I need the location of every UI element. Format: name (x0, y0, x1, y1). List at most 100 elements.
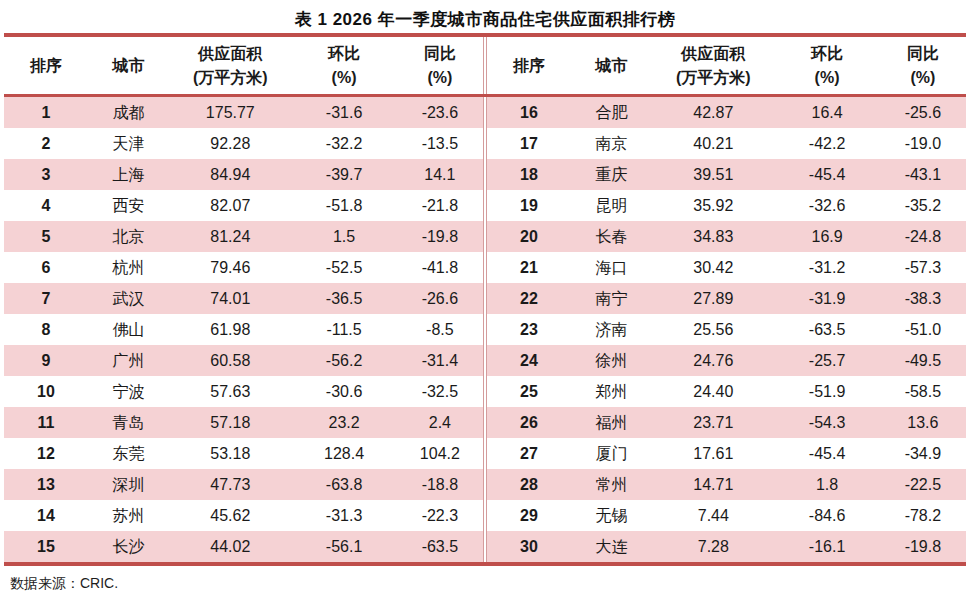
table-row: 22南宁27.89-31.9-38.3 (487, 283, 966, 314)
mom-cell: -32.6 (774, 190, 879, 221)
rank-cell: 29 (487, 500, 571, 531)
supply-cell: 14.71 (652, 469, 774, 500)
supply-cell: 7.28 (652, 531, 774, 562)
rank-cell: 30 (487, 531, 571, 562)
table-title: 表 1 2026 年一季度城市商品住宅供应面积排行榜 (0, 0, 970, 33)
rank-cell: 1 (4, 97, 88, 128)
city-cell: 佛山 (88, 314, 169, 345)
mom-cell: -25.7 (774, 345, 879, 376)
table-row: 19昆明35.92-32.6-35.2 (487, 190, 966, 221)
column-header-unit: (%) (427, 66, 452, 90)
yoy-cell: -34.9 (880, 438, 966, 469)
supply-cell: 34.83 (652, 221, 774, 252)
supply-cell: 42.87 (652, 97, 774, 128)
supply-cell: 47.73 (169, 469, 291, 500)
mom-cell: 128.4 (291, 438, 396, 469)
city-cell: 天津 (88, 128, 169, 159)
city-cell: 南宁 (571, 283, 652, 314)
supply-cell: 57.63 (169, 376, 291, 407)
column-header-unit: (%) (332, 66, 357, 90)
rank-cell: 20 (487, 221, 571, 252)
column-header-label: 排序 (513, 54, 545, 78)
city-cell: 青岛 (88, 407, 169, 438)
yoy-cell: -19.8 (397, 221, 483, 252)
yoy-cell: -51.0 (880, 314, 966, 345)
table-row: 13深圳47.73-63.8-18.8 (4, 469, 483, 500)
rank-cell: 13 (4, 469, 88, 500)
yoy-cell: -21.8 (397, 190, 483, 221)
yoy-cell: -32.5 (397, 376, 483, 407)
supply-cell: 45.62 (169, 500, 291, 531)
city-cell: 长春 (571, 221, 652, 252)
table-row: 8佛山61.98-11.5-8.5 (4, 314, 483, 345)
rank-cell: 4 (4, 190, 88, 221)
rank-cell: 25 (487, 376, 571, 407)
city-cell: 无锡 (571, 500, 652, 531)
rank-cell: 17 (487, 128, 571, 159)
supply-cell: 74.01 (169, 283, 291, 314)
table-header: 排序 城市 供应面积(万平方米) 环比(%) 同比(%) 排序 城市 供应面积(… (4, 37, 966, 94)
city-cell: 徐州 (571, 345, 652, 376)
column-header-rank: 排序 (487, 37, 571, 94)
yoy-cell: -49.5 (880, 345, 966, 376)
supply-cell: 53.18 (169, 438, 291, 469)
yoy-cell: -38.3 (880, 283, 966, 314)
mom-cell: -39.7 (291, 159, 396, 190)
column-header-mom: 环比(%) (774, 37, 879, 94)
rank-cell: 22 (487, 283, 571, 314)
column-header-rank: 排序 (4, 37, 88, 94)
rank-cell: 12 (4, 438, 88, 469)
table-body-left: 1成都175.77-31.6-23.62天津92.28-32.2-13.53上海… (4, 97, 484, 562)
table-row: 26福州23.71-54.313.6 (487, 407, 966, 438)
rank-cell: 5 (4, 221, 88, 252)
table-row: 21海口30.42-31.2-57.3 (487, 252, 966, 283)
yoy-cell: 14.1 (397, 159, 483, 190)
mom-cell: 16.4 (774, 97, 879, 128)
city-cell: 苏州 (88, 500, 169, 531)
city-cell: 重庆 (571, 159, 652, 190)
mom-cell: -56.2 (291, 345, 396, 376)
yoy-cell: -18.8 (397, 469, 483, 500)
mom-cell: -11.5 (291, 314, 396, 345)
rank-cell: 23 (487, 314, 571, 345)
supply-cell: 23.71 (652, 407, 774, 438)
mom-cell: -51.8 (291, 190, 396, 221)
table-row: 27厦门17.61-45.4-34.9 (487, 438, 966, 469)
city-cell: 海口 (571, 252, 652, 283)
city-cell: 南京 (571, 128, 652, 159)
column-header-label: 城市 (596, 54, 628, 78)
table-header-left: 排序 城市 供应面积(万平方米) 环比(%) 同比(%) (4, 37, 484, 94)
table-row: 28常州14.711.8-22.5 (487, 469, 966, 500)
rank-cell: 21 (487, 252, 571, 283)
table-row: 15长沙44.02-56.1-63.5 (4, 531, 483, 562)
table-row: 16合肥42.8716.4-25.6 (487, 97, 966, 128)
supply-cell: 61.98 (169, 314, 291, 345)
city-cell: 厦门 (571, 438, 652, 469)
rank-cell: 9 (4, 345, 88, 376)
mom-cell: -52.5 (291, 252, 396, 283)
rank-cell: 24 (487, 345, 571, 376)
rank-cell: 3 (4, 159, 88, 190)
table-row: 20长春34.8316.9-24.8 (487, 221, 966, 252)
city-cell: 郑州 (571, 376, 652, 407)
city-cell: 合肥 (571, 97, 652, 128)
rank-cell: 6 (4, 252, 88, 283)
yoy-cell: -22.5 (880, 469, 966, 500)
mom-cell: -36.5 (291, 283, 396, 314)
yoy-cell: -19.0 (880, 128, 966, 159)
ranking-table: 排序 城市 供应面积(万平方米) 环比(%) 同比(%) 排序 城市 供应面积(… (4, 33, 966, 566)
table-row: 7武汉74.01-36.5-26.6 (4, 283, 483, 314)
rank-cell: 26 (487, 407, 571, 438)
supply-cell: 84.94 (169, 159, 291, 190)
column-header-label: 环比 (811, 42, 843, 66)
mom-cell: -45.4 (774, 438, 879, 469)
table-row: 25郑州24.40-51.9-58.5 (487, 376, 966, 407)
column-header-label: 排序 (30, 54, 62, 78)
rank-cell: 19 (487, 190, 571, 221)
city-cell: 武汉 (88, 283, 169, 314)
yoy-cell: 13.6 (880, 407, 966, 438)
table-bottom-rule (4, 562, 966, 566)
rank-cell: 8 (4, 314, 88, 345)
supply-cell: 40.21 (652, 128, 774, 159)
supply-cell: 60.58 (169, 345, 291, 376)
